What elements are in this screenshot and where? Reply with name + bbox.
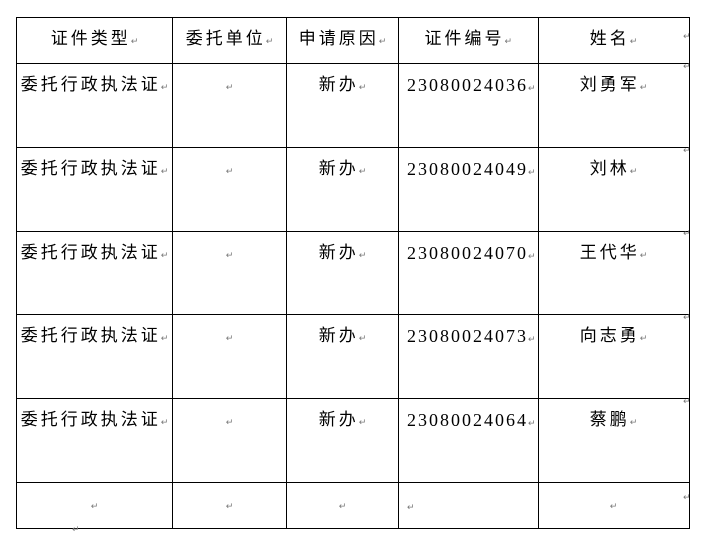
cell-name-text bbox=[610, 494, 618, 514]
cell-reason-text: 新办 bbox=[319, 75, 367, 95]
table-row: 委托行政执法证 新办 23080024064 蔡鹏 bbox=[16, 398, 690, 483]
cell-reason-text: 新办 bbox=[319, 326, 367, 346]
row-end-mark: ↵ bbox=[683, 62, 691, 72]
cell-cert-type: 委托行政执法证 bbox=[16, 63, 173, 148]
cell-name: 向志勇 bbox=[537, 314, 690, 399]
cell-number-text: 23080024064 bbox=[407, 410, 536, 430]
cell-name: 刘勇军 bbox=[537, 63, 690, 148]
cell-number: 23080024064 bbox=[398, 398, 539, 483]
cell-cert-type: 委托行政执法证 bbox=[16, 231, 173, 315]
cell-cert-type: 委托行政执法证 bbox=[16, 147, 173, 232]
cell-number-text: 23080024049 bbox=[407, 159, 536, 179]
cell-name-text: 蔡鹏 bbox=[590, 410, 638, 430]
cell-name-text: 王代华 bbox=[580, 243, 648, 263]
cell-cert-type-text: 委托行政执法证 bbox=[21, 159, 169, 179]
cell-number: 23080024049 bbox=[398, 147, 539, 232]
cell-number: 23080024070 bbox=[398, 231, 539, 315]
table-row bbox=[16, 482, 690, 529]
cell-name-text: 刘勇军 bbox=[580, 75, 648, 95]
cell-cert-type-text bbox=[91, 494, 99, 514]
cell-unit bbox=[172, 147, 287, 232]
cell-reason: 新办 bbox=[286, 231, 399, 315]
cell-unit-text bbox=[226, 243, 234, 263]
cell-name: 刘林 bbox=[537, 147, 690, 232]
cell-reason-text: 新办 bbox=[319, 159, 367, 179]
row-end-mark: ↵ bbox=[683, 32, 691, 42]
cell-number-text: 23080024036 bbox=[407, 75, 536, 95]
cell-unit-text bbox=[226, 410, 234, 430]
cell-unit-text bbox=[226, 494, 234, 514]
cell-reason: 新办 bbox=[286, 63, 399, 148]
cell-number: 23080024073 bbox=[398, 314, 539, 399]
row-end-mark: ↵ bbox=[683, 146, 691, 156]
cell-cert-type-text: 委托行政执法证 bbox=[21, 326, 169, 346]
cell-unit bbox=[172, 398, 287, 483]
cell-cert-type-text: 委托行政执法证 bbox=[21, 243, 169, 263]
cell-cert-type-text: 委托行政执法证 bbox=[21, 410, 169, 430]
cell-name-text: 向志勇 bbox=[580, 326, 648, 346]
cell-name-text: 刘林 bbox=[590, 159, 638, 179]
table-row: 委托行政执法证 新办 23080024073 向志勇 bbox=[16, 314, 690, 399]
header-number: 证件编号 bbox=[398, 17, 539, 64]
table-row: 委托行政执法证 新办 23080024049 刘林 bbox=[16, 147, 690, 232]
row-end-mark: ↵ bbox=[683, 313, 691, 323]
cell-reason bbox=[286, 482, 399, 529]
cell-cert-type: 委托行政执法证 bbox=[16, 398, 173, 483]
cell-reason: 新办 bbox=[286, 398, 399, 483]
table-row: 委托行政执法证 新办 23080024036 刘勇军 bbox=[16, 63, 690, 148]
cell-cert-type-text: 委托行政执法证 bbox=[21, 75, 169, 95]
row-end-mark: ↵ bbox=[683, 397, 691, 407]
cell-name: 王代华 bbox=[537, 231, 690, 315]
cell-number: 23080024036 bbox=[398, 63, 539, 148]
row-end-mark: ↵ bbox=[683, 493, 691, 503]
cell-number-text: 23080024070 bbox=[407, 243, 536, 263]
header-cert-type: 证件类型 bbox=[16, 17, 173, 64]
cell-name bbox=[537, 482, 690, 529]
certificate-table: 证件类型 委托单位 申请原因 证件编号 姓名 委托行政执法证新办23080024… bbox=[16, 17, 690, 529]
table-row: 委托行政执法证 新办 23080024070 王代华 bbox=[16, 231, 690, 315]
cell-unit-text bbox=[226, 159, 234, 179]
cell-unit-text bbox=[226, 326, 234, 346]
cell-number-text bbox=[407, 494, 415, 514]
cell-number-text: 23080024073 bbox=[407, 326, 536, 346]
cell-cert-type: 委托行政执法证 bbox=[16, 314, 173, 399]
header-unit: 委托单位 bbox=[172, 17, 287, 64]
cell-reason-text: 新办 bbox=[319, 243, 367, 263]
cell-reason: 新办 bbox=[286, 314, 399, 399]
cell-unit bbox=[172, 63, 287, 148]
cell-reason-text: 新办 bbox=[319, 410, 367, 430]
cell-unit bbox=[172, 314, 287, 399]
cell-cert-type bbox=[16, 482, 173, 529]
cell-name: 蔡鹏 bbox=[537, 398, 690, 483]
cell-unit-text bbox=[226, 75, 234, 95]
header-reason: 申请原因 bbox=[286, 17, 399, 64]
header-row: 证件类型 委托单位 申请原因 证件编号 姓名 bbox=[16, 17, 690, 64]
row-end-mark: ↵ bbox=[683, 229, 691, 239]
cell-unit bbox=[172, 231, 287, 315]
header-name: 姓名 bbox=[537, 17, 690, 64]
cell-reason: 新办 bbox=[286, 147, 399, 232]
paragraph-mark: ↵ bbox=[72, 525, 80, 535]
cell-number bbox=[398, 482, 539, 529]
cell-unit bbox=[172, 482, 287, 529]
cell-reason-text bbox=[339, 494, 347, 514]
